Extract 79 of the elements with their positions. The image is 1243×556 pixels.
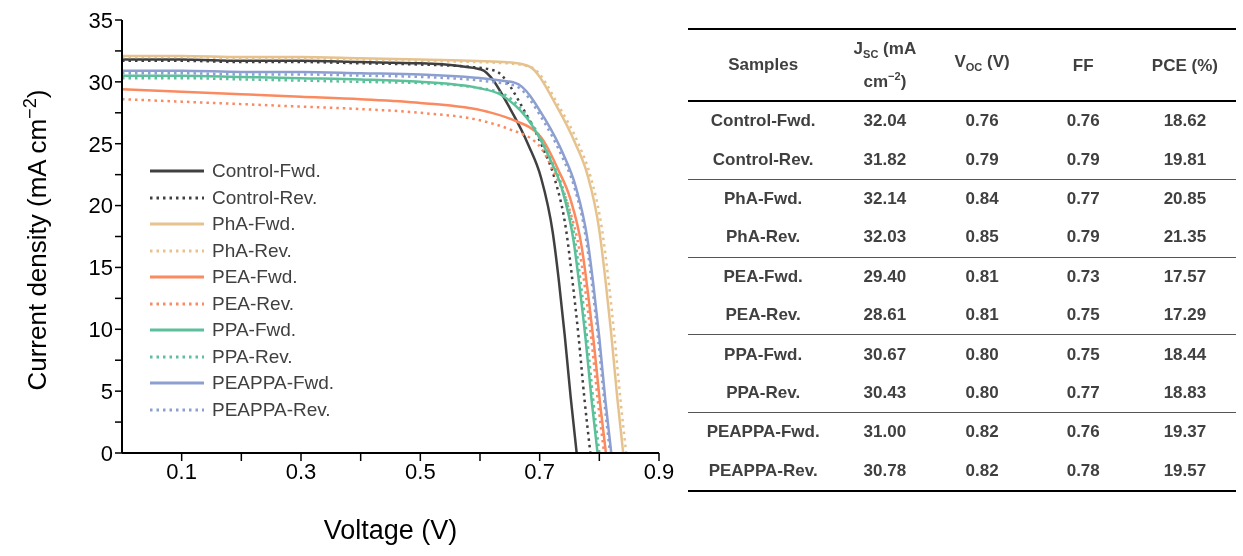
data-label: 0.82 xyxy=(964,421,1000,444)
legend-label: Control-Rev. xyxy=(212,186,318,209)
data-label: 0.78 xyxy=(1065,459,1101,482)
x-tick-label: 0.3 xyxy=(285,458,317,484)
legend-label: PEA-Rev. xyxy=(212,292,295,315)
data-label: 17.57 xyxy=(1162,265,1208,288)
data-label: 19.57 xyxy=(1162,459,1208,482)
data-label: 0.76 xyxy=(1065,421,1101,444)
legend-label: PEA-Fwd. xyxy=(212,266,298,289)
data-label: 20.85 xyxy=(1162,187,1208,210)
data-label: 18.83 xyxy=(1162,381,1208,404)
data-label: 31.82 xyxy=(862,148,908,171)
data-label: 0.81 xyxy=(964,265,1000,288)
y-tick-label: 0 xyxy=(100,440,113,466)
data-label: 19.37 xyxy=(1162,421,1208,444)
category-label: PEA-Rev. xyxy=(724,304,802,327)
x-tick-label: 0.7 xyxy=(524,458,555,484)
legend-label: PEAPPA-Fwd. xyxy=(212,372,335,395)
text: FF xyxy=(1072,55,1094,75)
data-label: 0.80 xyxy=(964,381,1000,404)
legend-label: PEAPPA-Rev. xyxy=(212,398,331,421)
data-label: 30.43 xyxy=(862,381,908,404)
legend-label: Control-Fwd. xyxy=(212,160,321,183)
data-label: 0.79 xyxy=(1065,148,1101,171)
x-tick-label: 0.9 xyxy=(643,458,675,484)
y-tick-label: 5 xyxy=(100,378,113,404)
data-label: 29.40 xyxy=(862,265,908,288)
category-label: PPA-Fwd. xyxy=(723,343,804,366)
data-label: 0.77 xyxy=(1065,381,1101,404)
data-label: 0.84 xyxy=(964,187,1000,210)
data-label: 32.03 xyxy=(862,226,908,249)
text: V$_{OC}$ (V) xyxy=(954,52,1010,74)
category-label: PEAPPA-Rev. xyxy=(707,459,819,482)
category-label: PEA-Fwd. xyxy=(722,265,804,288)
data-label: 0.79 xyxy=(1065,226,1101,249)
data-label: 0.75 xyxy=(1065,304,1101,327)
data-label: 0.73 xyxy=(1065,265,1101,288)
category-label: Control-Rev. xyxy=(711,148,815,171)
y-tick-label: 10 xyxy=(88,317,113,343)
data-label: 0.82 xyxy=(964,459,1000,482)
category-label: PhA-Rev. xyxy=(725,226,802,249)
text: J$_{SC}$ (mA cm$^{−2}$) xyxy=(853,39,917,91)
data-label: 30.67 xyxy=(862,343,908,366)
data-label: 0.77 xyxy=(1065,187,1101,210)
text: Samples xyxy=(727,54,800,76)
data-label: 19.81 xyxy=(1162,148,1208,171)
data-label: 0.76 xyxy=(1065,110,1101,133)
data-label: 0.85 xyxy=(964,226,1000,249)
data-label: 32.14 xyxy=(862,187,908,210)
category-label: PPA-Rev. xyxy=(725,381,802,404)
text: PCE (%) xyxy=(1151,55,1218,75)
y-tick-label: 35 xyxy=(88,7,113,33)
y-tick-label: 15 xyxy=(88,255,113,281)
data-label: 21.35 xyxy=(1162,226,1208,249)
data-label: 18.44 xyxy=(1162,343,1208,366)
data-label: 32.04 xyxy=(862,110,908,133)
y-tick-label: 25 xyxy=(88,131,113,157)
legend-label: PPA-Fwd. xyxy=(212,319,297,342)
category-label: PhA-Fwd. xyxy=(722,187,804,210)
data-label: 28.61 xyxy=(862,304,908,327)
data-label: 0.75 xyxy=(1065,343,1101,366)
category-label: PEAPPA-Fwd. xyxy=(705,421,821,444)
legend-label: PhA-Fwd. xyxy=(212,213,296,236)
legend-label: PPA-Rev. xyxy=(212,345,293,368)
x-tick-label: 0.1 xyxy=(166,458,197,484)
category-label: Control-Fwd. xyxy=(709,110,817,133)
data-label: 18.62 xyxy=(1162,110,1208,133)
data-label: 31.00 xyxy=(862,421,908,444)
y-tick-label: 30 xyxy=(88,69,113,95)
x-tick-label: 0.5 xyxy=(405,458,436,484)
data-label: 0.80 xyxy=(964,343,1000,366)
data-label: 0.76 xyxy=(964,110,1000,133)
data-label: 17.29 xyxy=(1162,304,1208,327)
x-axis-title: Voltage (V) xyxy=(323,515,458,545)
legend-label: PhA-Rev. xyxy=(212,239,292,262)
data-label: 0.79 xyxy=(964,148,1000,171)
data-label: 30.78 xyxy=(862,459,908,482)
data-label: 0.81 xyxy=(964,304,1000,327)
y-tick-label: 20 xyxy=(88,193,113,219)
